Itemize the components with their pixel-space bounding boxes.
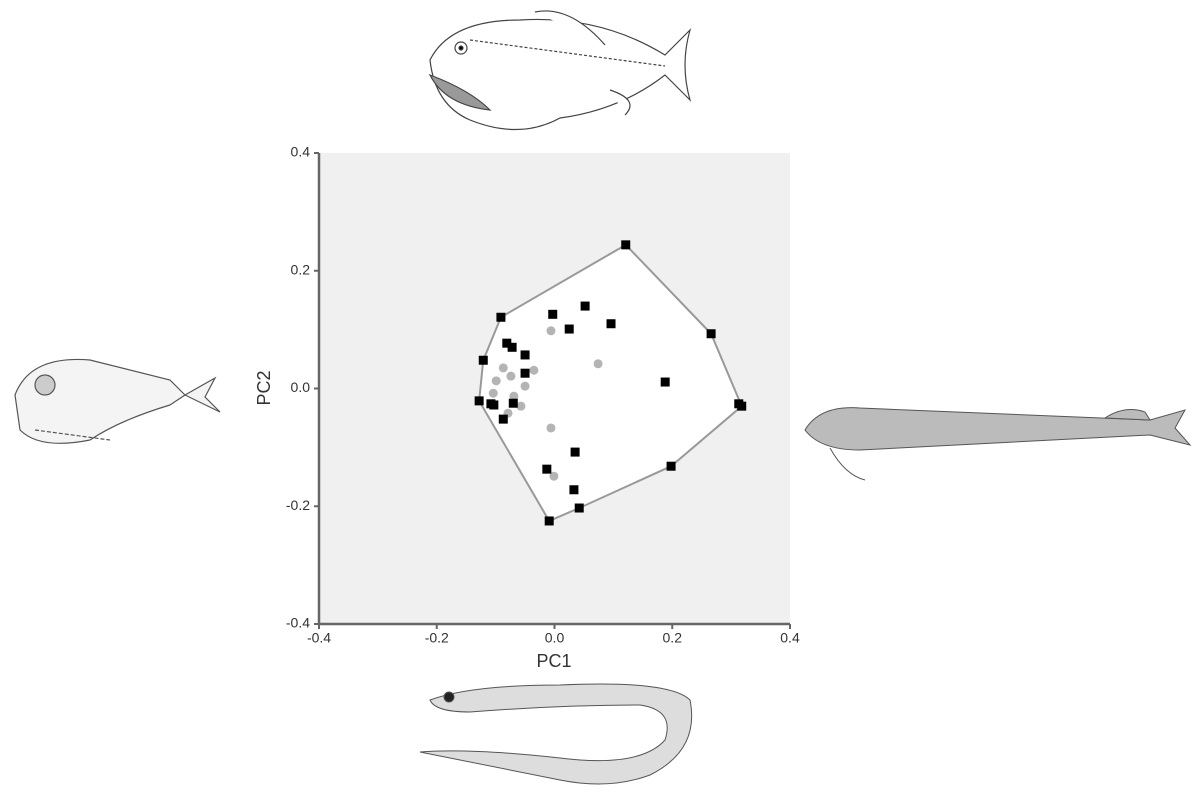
fish-bottom [419,683,693,785]
x-tick-label: 0.2 [663,630,683,646]
y-tick-label: 0.2 [291,261,311,277]
point [520,350,530,360]
point [546,326,556,336]
point [498,363,508,373]
point [520,381,530,391]
point [502,338,512,348]
point [542,464,552,474]
point [489,400,499,410]
point [520,368,530,378]
point [488,388,498,398]
point [660,377,670,387]
point [498,414,508,424]
y-tick-label: 0.0 [291,379,311,395]
fish-top [428,10,692,131]
y-tick-label: 0.4 [291,144,311,160]
point [706,329,716,339]
convex-hull [478,243,743,523]
point [496,312,506,322]
x-axis-label: PC1 [536,651,571,671]
point [506,371,516,381]
point [474,396,484,406]
point [593,359,603,369]
point [564,324,574,334]
point [478,355,488,365]
point [509,391,519,401]
point [507,342,517,352]
y-tick-label: -0.2 [286,497,310,513]
x-tick-label: 0.4 [780,630,800,646]
point [529,365,539,375]
point [548,309,558,319]
point [606,319,616,329]
point [574,503,584,513]
y-tick-label: -0.4 [286,615,310,631]
point [569,485,579,495]
point [491,376,501,386]
point [621,240,631,250]
point [737,401,747,411]
point [544,516,554,526]
point [666,461,676,471]
point [546,423,556,433]
point [570,447,580,457]
point [580,301,590,311]
point [549,471,559,481]
fish-left [14,358,221,444]
y-axis-label: PC2 [254,370,274,405]
x-tick-label: -0.2 [425,630,449,646]
point [508,398,518,408]
x-tick-label: -0.4 [307,630,331,646]
x-tick-label: 0.0 [545,630,565,646]
fish-right [804,407,1192,481]
point [516,401,526,411]
